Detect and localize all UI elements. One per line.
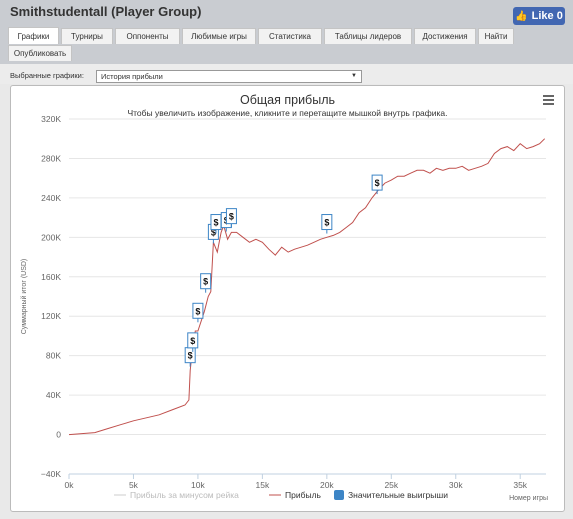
y-tick-label: 240K	[41, 193, 61, 203]
significant-win-flag	[200, 273, 212, 290]
y-tick-label: −40K	[41, 469, 61, 479]
y-tick-label: 320K	[41, 114, 61, 124]
chart-menu-icon[interactable]	[543, 95, 554, 105]
win-flag-label: $	[190, 336, 195, 346]
x-tick-label: 30k	[449, 480, 463, 490]
like-label: Like 0	[531, 10, 563, 22]
x-tick-label: 10k	[191, 480, 205, 490]
tab-tournaments[interactable]: Турниры	[61, 28, 113, 44]
win-flag-label: $	[188, 351, 193, 361]
chart-selector-value: История прибыли	[101, 72, 163, 81]
tab-leaderboards[interactable]: Таблицы лидеров	[324, 28, 412, 44]
tab-charts[interactable]: Графики	[8, 27, 59, 44]
legend-profit-label: Прибыль	[285, 490, 322, 500]
tab-favorite-games[interactable]: Любимые игры	[182, 28, 256, 44]
win-flag-label: $	[324, 218, 329, 228]
chart-subtitle: Чтобы увеличить изображение, кликните и …	[127, 108, 448, 118]
x-tick-label: 35k	[513, 480, 527, 490]
win-flag-label: $	[195, 306, 200, 316]
win-flag-label: $	[203, 277, 208, 287]
tab-find[interactable]: Найти	[478, 28, 514, 44]
y-tick-label: 200K	[41, 232, 61, 242]
page-title: Smithstudentall (Player Group)	[10, 4, 202, 19]
significant-win-flag	[192, 302, 204, 319]
thumbs-up-icon: 👍	[515, 10, 528, 22]
y-tick-label: 280K	[41, 153, 61, 163]
x-tick-label: 15k	[256, 480, 270, 490]
y-tick-label: 40K	[46, 390, 61, 400]
chart-panel[interactable]: Общая прибыль Чтобы увеличить изображени…	[10, 85, 565, 512]
y-tick-label: 0	[56, 430, 61, 440]
chart-selector-label: Выбранные графики:	[10, 71, 84, 80]
win-flag-label: $	[211, 227, 216, 237]
y-axis-label: Суммарный итог (USD)	[20, 259, 28, 335]
dropdown-arrow-icon: ▼	[351, 73, 357, 79]
significant-win-flag	[371, 174, 383, 191]
y-tick-label: 120K	[41, 311, 61, 321]
legend-wins-label: Значительные выигрыши	[348, 490, 448, 500]
legend-wins-swatch	[334, 490, 344, 500]
significant-win-flag	[187, 332, 199, 349]
tab-opponents[interactable]: Оппоненты	[115, 28, 180, 44]
chart-selector-dropdown[interactable]: История прибыли ▼	[96, 70, 362, 83]
y-tick-label: 80K	[46, 351, 61, 361]
facebook-like-button[interactable]: 👍 Like 0	[513, 7, 565, 25]
y-tick-label: 160K	[41, 272, 61, 282]
chart-svg[interactable]: 320K 280K 240K 200K 160K 120K 80K 40K 0 −40K 0k 5k 1…	[11, 86, 564, 511]
chart-title: Общая прибыль	[239, 93, 335, 107]
win-flag-label: $	[213, 218, 218, 228]
legend-rake-label: Прибыль за минусом рейка	[130, 490, 239, 500]
significant-win-flag	[321, 214, 333, 231]
significant-win-flag	[225, 208, 237, 225]
x-tick-label: 20k	[320, 480, 334, 490]
win-flag-label: $	[375, 178, 380, 188]
chart-selector-row: Выбранные графики: История прибыли ▼	[0, 64, 573, 84]
tab-achievements[interactable]: Достижения	[414, 28, 476, 44]
x-tick-label: 5k	[129, 480, 139, 490]
x-tick-label: 25k	[384, 480, 398, 490]
x-axis-label: Номер игры	[509, 495, 548, 502]
tab-publish[interactable]: Опубликовать	[8, 45, 72, 61]
win-flag-label: $	[229, 212, 234, 222]
profit-series-line	[68, 138, 546, 436]
tab-statistics[interactable]: Статистика	[258, 28, 322, 44]
x-tick-label: 0k	[65, 480, 75, 490]
